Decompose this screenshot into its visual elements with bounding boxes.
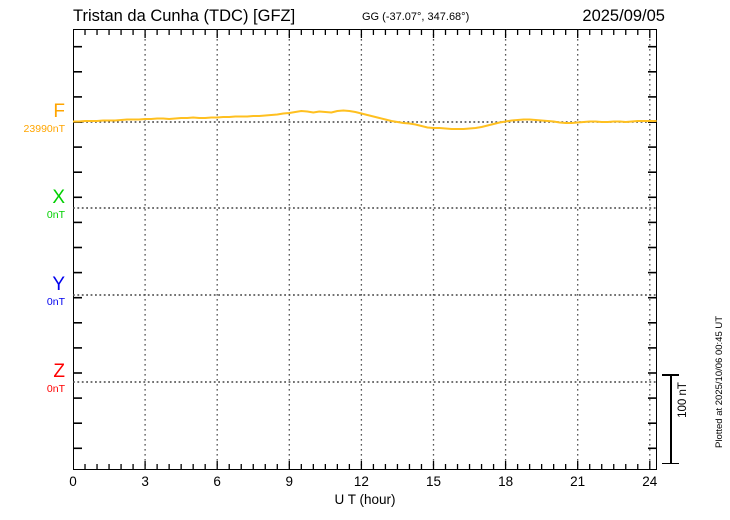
component-label-y: Y 0nT [3, 275, 65, 308]
x-tick-label: 21 [570, 474, 586, 489]
component-baseline-z: 0nT [46, 383, 65, 395]
component-letter-f: F [53, 101, 65, 122]
trace-f [73, 109, 657, 130]
x-tick-label: 18 [498, 474, 514, 489]
scale-bar [662, 374, 680, 464]
scale-bar-label: 100 nT [677, 382, 689, 418]
plot-frame [73, 29, 657, 470]
observation-date: 2025/09/05 [582, 7, 665, 25]
component-label-x: X 0nT [3, 188, 65, 221]
component-letter-y: Y [52, 274, 65, 295]
geographic-coordinates: GG (-37.07°, 347.68°) [362, 11, 470, 23]
x-axis-title: U T (hour) [334, 492, 396, 507]
scale-bar-bottom-cap [662, 462, 679, 464]
component-letter-x: X [52, 187, 65, 208]
x-tick-label: 6 [213, 474, 221, 489]
x-tick-label: 12 [353, 474, 369, 489]
component-label-f: F 23990nT [3, 102, 65, 135]
x-tick-label: 15 [425, 474, 441, 489]
component-letter-z: Z [53, 361, 65, 382]
station-title: Tristan da Cunha (TDC) [GFZ] [73, 7, 296, 25]
component-label-z: Z 0nT [3, 362, 65, 395]
component-baseline-x: 0nT [46, 209, 65, 221]
magnetogram-plot [73, 29, 657, 470]
scale-bar-line [670, 374, 672, 464]
x-tick-label: 3 [141, 474, 149, 489]
component-baseline-f: 23990nT [23, 123, 65, 135]
x-tick-label: 24 [642, 474, 658, 489]
plotted-at-timestamp: Plotted at 2025/10/06 00:45 UT [714, 315, 725, 448]
component-baseline-y: 0nT [46, 296, 65, 308]
x-tick-label: 0 [69, 474, 77, 489]
x-tick-label: 9 [285, 474, 294, 489]
